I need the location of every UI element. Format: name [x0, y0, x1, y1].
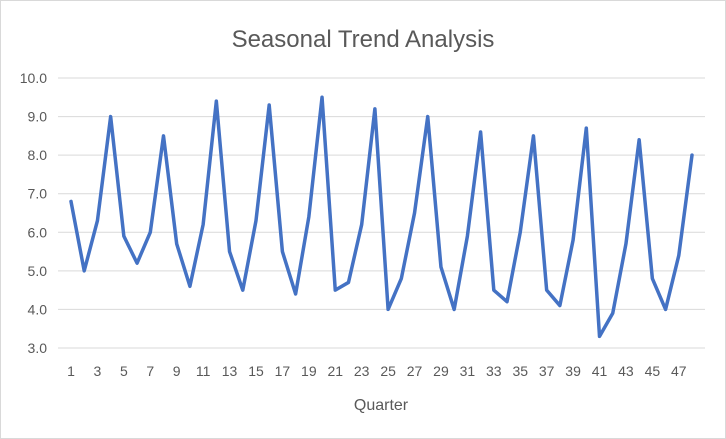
data-point — [387, 308, 390, 311]
data-point — [651, 277, 654, 280]
x-tick-label: 15 — [248, 363, 264, 379]
data-point — [228, 250, 231, 253]
data-point — [268, 104, 271, 107]
x-tick-label: 33 — [486, 363, 502, 379]
data-point — [664, 308, 667, 311]
data-point — [638, 138, 641, 141]
data-point — [281, 250, 284, 253]
data-point — [162, 134, 165, 137]
data-point — [307, 215, 310, 218]
data-point — [466, 235, 469, 238]
y-axis-ticks: 3.0 4.0 5.0 6.0 7.0 8.0 9.0 10.0 — [20, 70, 47, 356]
x-tick-label: 23 — [354, 363, 370, 379]
data-point — [439, 266, 442, 269]
x-tick-label: 19 — [301, 363, 317, 379]
data-point — [453, 308, 456, 311]
chart-title: Seasonal Trend Analysis — [232, 26, 495, 53]
data-point — [149, 231, 152, 234]
x-tick-label: 45 — [645, 363, 661, 379]
x-tick-label: 17 — [275, 363, 291, 379]
data-point — [558, 304, 561, 307]
data-point — [109, 115, 112, 118]
data-point — [175, 242, 178, 245]
data-point — [611, 312, 614, 315]
x-tick-label: 5 — [120, 363, 128, 379]
x-tick-label: 11 — [196, 363, 211, 379]
y-tick-label: 10.0 — [20, 70, 47, 86]
data-point — [334, 289, 337, 292]
y-tick-label: 3.0 — [28, 340, 48, 356]
data-point — [122, 235, 125, 238]
data-point — [360, 223, 363, 226]
x-tick-label: 31 — [460, 363, 476, 379]
x-tick-label: 21 — [327, 363, 343, 379]
data-point — [624, 242, 627, 245]
y-tick-label: 9.0 — [28, 109, 48, 125]
data-point — [572, 239, 575, 242]
data-point — [585, 127, 588, 130]
data-point — [691, 154, 694, 157]
data-point — [254, 219, 257, 222]
y-tick-label: 7.0 — [28, 186, 48, 202]
x-tick-label: 43 — [618, 363, 634, 379]
series-group — [69, 95, 694, 339]
data-point — [70, 200, 73, 203]
x-tick-label: 25 — [380, 363, 396, 379]
x-tick-label: 35 — [512, 363, 528, 379]
data-point — [426, 115, 429, 118]
x-tick-label: 29 — [433, 363, 449, 379]
data-point — [519, 231, 522, 234]
x-tick-label: 41 — [592, 363, 608, 379]
data-point — [347, 281, 350, 284]
x-tick-label: 13 — [222, 363, 238, 379]
data-point — [202, 223, 205, 226]
data-point — [136, 262, 139, 265]
data-point — [96, 219, 99, 222]
data-point — [598, 335, 601, 338]
data-point — [215, 100, 218, 103]
data-point — [294, 293, 297, 296]
data-point — [241, 289, 244, 292]
data-point — [373, 107, 376, 110]
x-axis-label: Quarter — [354, 397, 409, 414]
data-point — [506, 300, 509, 303]
data-point — [400, 277, 403, 280]
data-point — [545, 289, 548, 292]
data-point — [413, 212, 416, 215]
data-point — [83, 269, 86, 272]
data-point — [188, 285, 191, 288]
y-tick-label: 6.0 — [28, 224, 48, 240]
series-line — [69, 95, 694, 339]
y-tick-label: 4.0 — [28, 301, 48, 317]
x-tick-label: 3 — [94, 363, 102, 379]
data-point — [479, 131, 482, 134]
x-tick-label: 39 — [565, 363, 581, 379]
data-point — [492, 289, 495, 292]
x-tick-label: 1 — [67, 363, 75, 379]
data-point — [321, 96, 324, 99]
y-tick-label: 8.0 — [28, 147, 48, 163]
x-tick-label: 27 — [407, 363, 423, 379]
x-tick-label: 47 — [671, 363, 687, 379]
data-point — [532, 134, 535, 137]
data-point — [677, 254, 680, 257]
x-tick-label: 9 — [173, 363, 181, 379]
x-tick-label: 37 — [539, 363, 555, 379]
x-tick-label: 7 — [146, 363, 154, 379]
y-tick-label: 5.0 — [28, 263, 48, 279]
x-axis-ticks: 1 3 5 7 9 11 13 15 17 19 21 23 25 27 29 31 33 35 37 39 41 43 4… — [67, 363, 687, 379]
